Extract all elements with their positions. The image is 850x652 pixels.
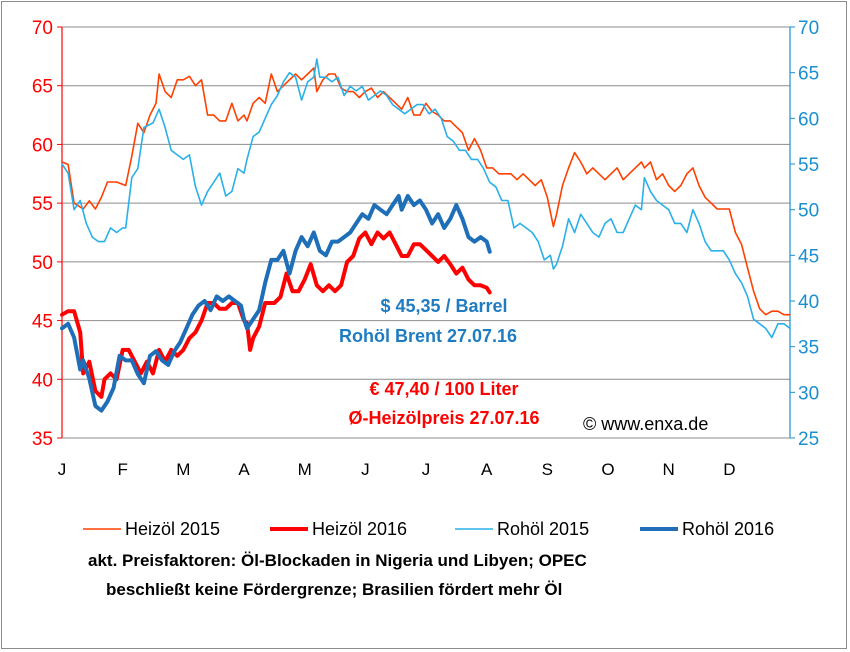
left-tick-label: 55: [32, 194, 53, 215]
left-tick-label: 45: [32, 312, 53, 333]
rohoel-date-annotation: Rohöl Brent 27.07.16: [339, 326, 517, 346]
right-tick-label: 55: [798, 155, 819, 176]
legend-label-rohoel-2015: Rohöl 2015: [497, 519, 589, 539]
axes: [57, 26, 795, 439]
legend-label-heizoel-2015: Heizöl 2015: [125, 519, 220, 539]
series-line-heizoel-2016: [60, 230, 492, 399]
right-tick-label: 50: [798, 201, 819, 222]
x-tick-label: A: [238, 460, 250, 479]
series-line-rohoel-2016: [60, 194, 492, 413]
legend-label-heizoel-2016: Heizöl 2016: [312, 519, 407, 539]
rohoel-price-annotation: $ 45,35 / Barrel: [380, 296, 507, 316]
right-tick-label: 65: [798, 64, 819, 85]
right-tick-label: 35: [798, 338, 819, 359]
left-tick-label: 40: [32, 370, 53, 391]
right-tick-label: 60: [798, 109, 819, 130]
legend-label-rohoel-2016: Rohöl 2016: [682, 519, 774, 539]
heizoel-date-annotation: Ø-Heizölpreis 27.07.16: [348, 408, 539, 428]
left-tick-label: 35: [32, 429, 53, 450]
heizoel-price-annotation: € 47,40 / 100 Liter: [369, 379, 518, 399]
right-tick-label: 30: [798, 383, 819, 404]
x-tick-label: F: [117, 460, 127, 479]
left-tick-label: 60: [32, 135, 53, 156]
x-tick-label: D: [723, 460, 735, 479]
x-tick-label: J: [361, 460, 370, 479]
x-tick-label: S: [542, 460, 553, 479]
x-tick-label: A: [481, 460, 493, 479]
factors-line-1: akt. Preisfaktoren: Öl-Blockaden in Nige…: [88, 551, 587, 570]
left-tick-label: 50: [32, 253, 53, 274]
right-tick-label: 40: [798, 292, 819, 313]
series-lines: [60, 58, 791, 413]
left-tick-label: 70: [32, 18, 53, 39]
x-tick-label: J: [58, 460, 67, 479]
series-line-heizoel-2015: [61, 67, 791, 316]
factors-line-2: beschließt keine Fördergrenze; Brasilien…: [106, 580, 562, 599]
right-tick-label: 45: [798, 246, 819, 267]
right-tick-label: 70: [798, 18, 819, 39]
right-tick-label: 25: [798, 429, 819, 450]
copyright-text: © www.enxa.de: [583, 414, 708, 434]
x-tick-label: N: [663, 460, 675, 479]
gridlines: [62, 26, 790, 380]
x-tick-label: J: [422, 460, 431, 479]
legend: Heizöl 2015 Heizöl 2016 Rohöl 2015 Rohöl…: [83, 519, 774, 539]
left-tick-label: 65: [32, 77, 53, 98]
series-line-rohoel-2015: [61, 58, 791, 339]
x-tick-label: M: [298, 460, 312, 479]
x-tick-label: O: [601, 460, 614, 479]
tick-labels: 35 40 45 50 55 60 65 70 25 30 35 40 45 50 55 60 65 70 J F M A…: [32, 18, 819, 479]
x-tick-label: M: [176, 460, 190, 479]
